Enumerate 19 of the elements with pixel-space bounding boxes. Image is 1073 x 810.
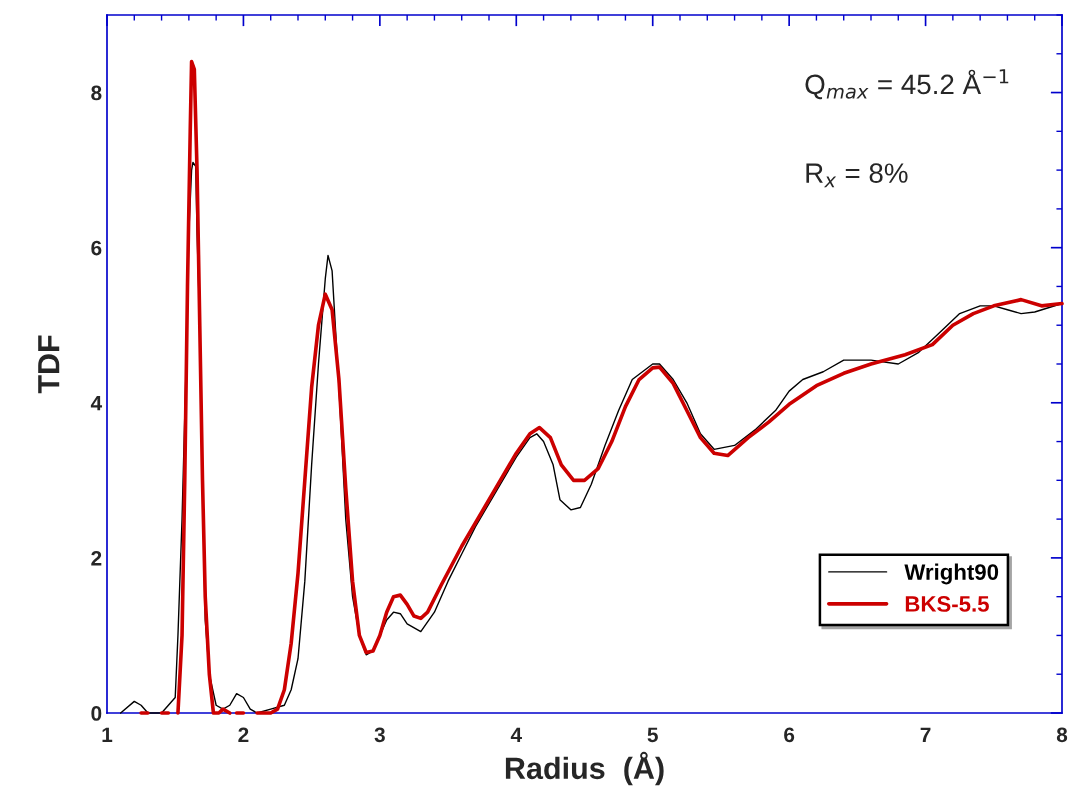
y-tick-label: 0 [91,706,102,721]
annotation: Q$_{max}$ = 45.2 Å$^{−1}$ [805,69,1009,100]
x-tick-label: 1 [102,727,113,742]
y-axis-title: TDF [38,335,60,394]
y-tick-label: 4 [90,395,103,411]
x-tick-label: 3 [374,727,385,743]
x-tick-label: 6 [784,727,795,743]
x-axis-title: Radius (Å) [505,751,664,786]
y-tick-label: 2 [91,550,102,566]
annotation: R$_{x}$ = 8% [806,163,908,188]
x-tick-label: 2 [238,727,249,742]
x-tick-label: 7 [920,727,931,742]
y-tick-label: 8 [91,85,102,101]
legend-label: BKS-5.5 [905,596,989,612]
x-tick-label: 4 [510,727,522,742]
legend-label: Wright90 [904,563,999,585]
x-tick-label: 5 [647,727,658,743]
y-tick-label: 6 [91,240,102,256]
x-tick-label: 8 [1056,727,1068,743]
